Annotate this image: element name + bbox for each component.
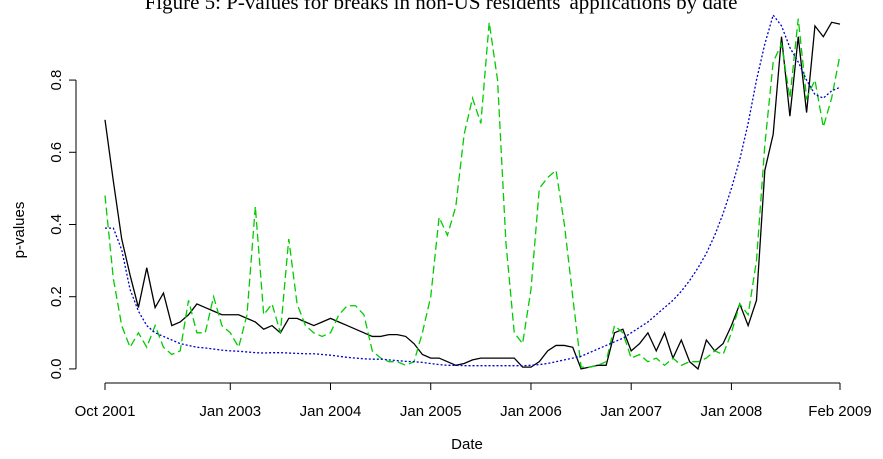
x-tick-label: Jan 2004: [300, 403, 362, 420]
series-line: [104, 21, 841, 371]
series-line: [104, 18, 841, 368]
x-axis-title: Date: [451, 436, 483, 453]
x-tick-label: Jan 2005: [400, 403, 462, 420]
x-tick-label: Jan 2007: [600, 403, 662, 420]
series-line: [105, 13, 841, 367]
y-tick-label: 0.4: [48, 214, 65, 235]
chart-title: Figure 5: P-values for breaks in non-US …: [145, 0, 738, 14]
y-tick-label: 0.2: [48, 286, 65, 307]
x-tick-label: Jan 2003: [199, 403, 261, 420]
x-tick-label: Jan 2008: [701, 403, 763, 420]
x-tick-label: Oct 2001: [75, 403, 136, 420]
y-tick-label: 0.0: [48, 358, 65, 379]
y-axis-title: p-values: [11, 202, 28, 259]
x-tick-label: Jan 2006: [500, 403, 562, 420]
y-tick-label: 0.6: [48, 142, 65, 163]
y-tick-label: 0.8: [48, 70, 65, 91]
x-tick-label: Feb 2009: [808, 403, 871, 420]
